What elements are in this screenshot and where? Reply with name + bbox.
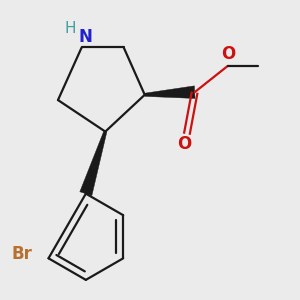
Text: N: N (79, 28, 93, 46)
Text: O: O (177, 135, 191, 153)
Text: H: H (64, 20, 76, 35)
Polygon shape (80, 131, 107, 196)
Polygon shape (145, 86, 195, 98)
Text: O: O (221, 45, 235, 63)
Text: Br: Br (12, 245, 33, 263)
